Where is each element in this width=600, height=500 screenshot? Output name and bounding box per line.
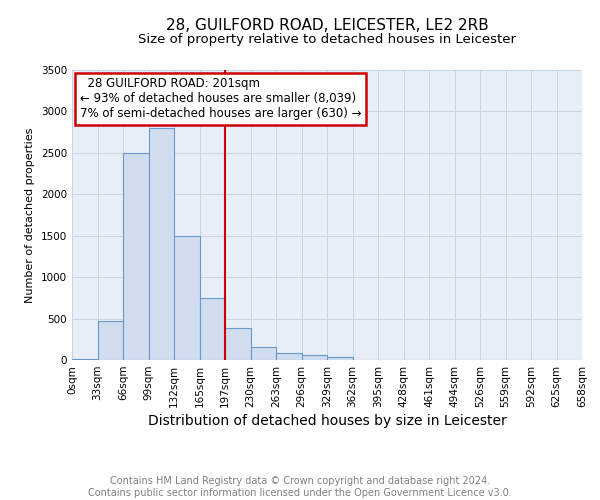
Bar [149, 128, 174, 360]
Text: Size of property relative to detached houses in Leicester: Size of property relative to detached ho… [138, 32, 516, 46]
Bar [251, 347, 276, 360]
Bar [225, 328, 251, 360]
Bar [276, 353, 302, 360]
Bar [72, 359, 97, 360]
Text: 28, GUILFORD ROAD, LEICESTER, LE2 2RB: 28, GUILFORD ROAD, LEICESTER, LE2 2RB [166, 18, 488, 32]
Bar [174, 236, 199, 360]
Bar [302, 356, 327, 360]
Bar [199, 298, 225, 360]
Bar [327, 356, 353, 360]
Y-axis label: Number of detached properties: Number of detached properties [25, 128, 35, 302]
Text: 28 GUILFORD ROAD: 201sqm
← 93% of detached houses are smaller (8,039)
7% of semi: 28 GUILFORD ROAD: 201sqm ← 93% of detach… [80, 77, 361, 120]
Bar [123, 153, 149, 360]
X-axis label: Distribution of detached houses by size in Leicester: Distribution of detached houses by size … [148, 414, 506, 428]
Text: Contains HM Land Registry data © Crown copyright and database right 2024.
Contai: Contains HM Land Registry data © Crown c… [88, 476, 512, 498]
Bar [97, 320, 123, 360]
